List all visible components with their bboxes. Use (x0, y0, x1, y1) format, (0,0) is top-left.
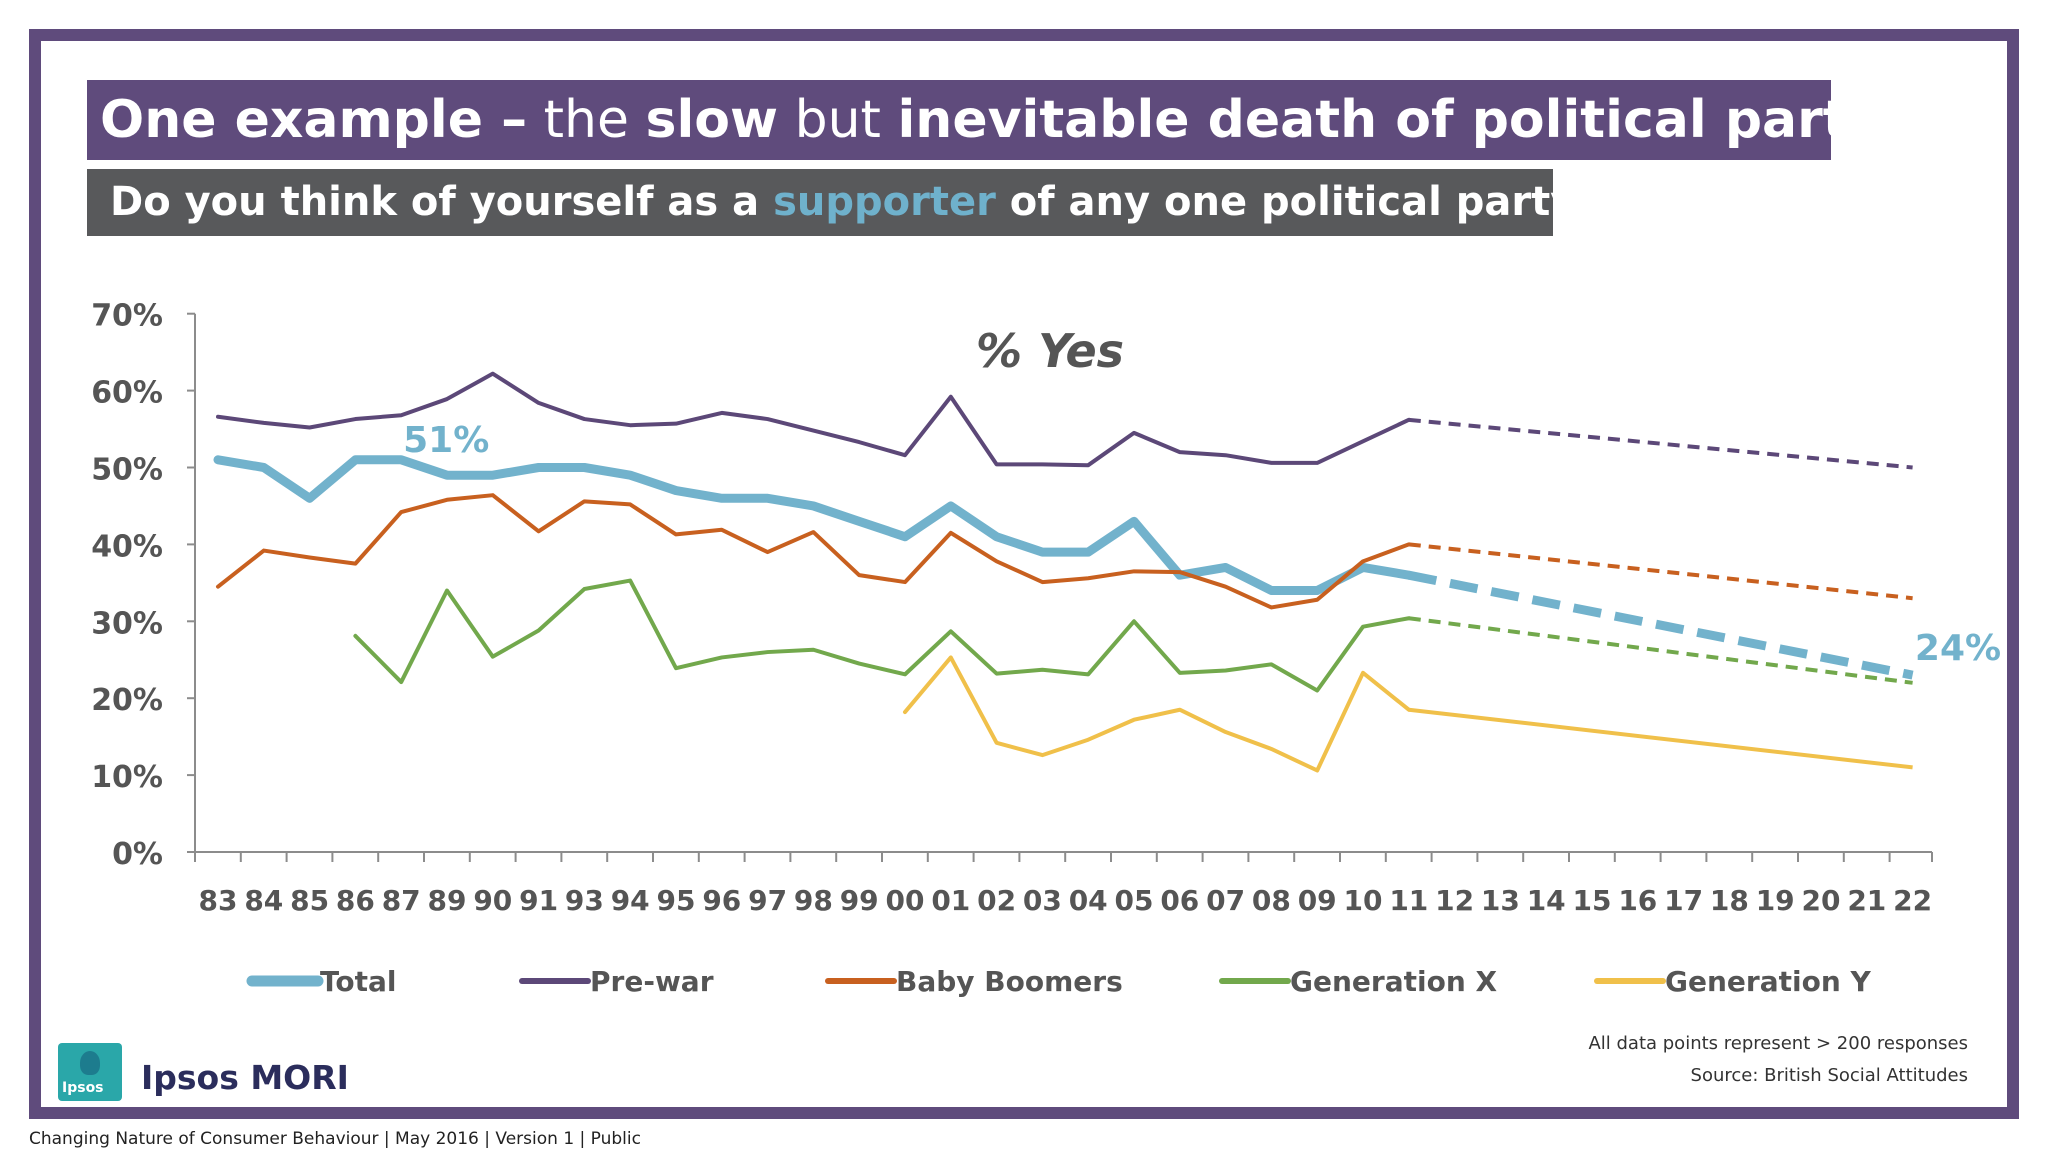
x-tick-label: 84 (244, 884, 283, 917)
projection-line-total (1407, 570, 1914, 680)
y-tick-label: 50% (91, 453, 163, 488)
x-tick-label: 06 (1160, 884, 1199, 917)
y-tick-label: 70% (91, 299, 163, 334)
chart-title: % Yes (976, 324, 1124, 378)
x-tick-label: 93 (565, 884, 604, 917)
subtitle-part-1: Do you think of yourself as a (110, 179, 774, 225)
x-tick-label: 83 (199, 884, 238, 917)
title-part-4: but (778, 90, 898, 150)
annotation-end-value: 24% (1915, 628, 2001, 669)
x-tick-label: 85 (290, 884, 329, 917)
slide-footer: Changing Nature of Consumer Behaviour | … (29, 1129, 641, 1149)
chart-legend: Total Pre-war Baby Boomers Generation X Gene… (246, 965, 1872, 998)
drop-icon (80, 1051, 100, 1075)
series-line-baby-boomers (216, 493, 1411, 610)
projection-line-pre-war (1408, 417, 1913, 470)
x-tick-label: 05 (1115, 884, 1154, 917)
subtitle-part-2: of any one political party? (995, 179, 1600, 225)
legend-label: Baby Boomers (896, 965, 1123, 998)
x-tick-label: 94 (611, 884, 650, 917)
x-tick-label: 03 (1023, 884, 1062, 917)
series-line-pre-war (216, 371, 1411, 468)
projection-line-generation-x (1408, 616, 1913, 685)
slide-subtitle: Do you think of yourself as a supporter … (87, 169, 1599, 236)
x-tick-label: 19 (1756, 884, 1795, 917)
x-tick-label: 91 (519, 884, 558, 917)
y-tick-label: 30% (91, 606, 163, 641)
x-tick-label: 97 (748, 884, 787, 917)
x-tick-label: 00 (886, 884, 925, 917)
subtitle-highlight: supporter (773, 179, 996, 225)
chart-axes: 0%10%20%30%40%50%60%70%83 84 85 86 87 89 90 91 9… (91, 299, 1933, 917)
series-line-total (213, 455, 1414, 596)
y-tick-label: 20% (91, 683, 163, 718)
x-tick-label: 14 (1527, 884, 1566, 917)
x-tick-label: 18 (1710, 884, 1749, 917)
x-tick-label: 98 (794, 884, 833, 917)
x-tick-label: 10 (1344, 884, 1383, 917)
projection-line-baby-boomers (1408, 542, 1913, 601)
legend-label: Generation X (1290, 965, 1498, 998)
x-tick-label: 08 (1252, 884, 1291, 917)
x-tick-label: 95 (657, 884, 696, 917)
x-tick-label: 99 (840, 884, 879, 917)
annotation-start-value: 51% (403, 420, 489, 461)
x-tick-label: 01 (931, 884, 970, 917)
x-tick-label: 86 (336, 884, 375, 917)
x-tick-label: 16 (1618, 884, 1657, 917)
x-tick-label: 21 (1847, 884, 1886, 917)
x-tick-label: 12 (1435, 884, 1474, 917)
x-tick-label: 07 (1206, 884, 1245, 917)
x-tick-label: 04 (1069, 884, 1108, 917)
x-tick-label: 96 (702, 884, 741, 917)
series-line-generation-x (353, 578, 1411, 693)
x-tick-label: 15 (1573, 884, 1612, 917)
x-tick-label: 13 (1481, 884, 1520, 917)
x-tick-label: 17 (1664, 884, 1703, 917)
y-tick-label: 10% (91, 760, 163, 795)
x-tick-label: 11 (1389, 884, 1428, 917)
x-tick-label: 09 (1298, 884, 1337, 917)
legend-label: Generation Y (1665, 965, 1872, 998)
title-part-1: One example – (100, 90, 528, 150)
x-tick-label: 02 (977, 884, 1016, 917)
y-tick-label: 60% (91, 376, 163, 411)
logo-name: Ipsos MORI (141, 1058, 349, 1097)
logo-badge-text: Ipsos (62, 1080, 104, 1096)
y-tick-label: 40% (91, 529, 163, 564)
ipsos-logo-icon: Ipsos (58, 1043, 122, 1101)
responses-note: All data points represent > 200 response… (1588, 1033, 1968, 1054)
slide-title: One example – the slow but inevitable de… (87, 80, 1962, 160)
x-tick-label: 87 (382, 884, 421, 917)
chart-lines (213, 371, 1914, 773)
x-tick-label: 20 (1802, 884, 1841, 917)
projection-line-generation-y (1408, 707, 1913, 770)
legend-label: Total (320, 965, 397, 998)
title-part-5: inevitable death of political parties? (897, 90, 1962, 150)
source-note: Source: British Social Attitudes (1690, 1065, 1968, 1086)
series-line-generation-y (903, 655, 1411, 773)
chart-annotations: 51% 24% (403, 420, 2001, 669)
title-part-3: slow (645, 90, 779, 150)
x-tick-label: 22 (1893, 884, 1932, 917)
legend-label: Pre-war (590, 965, 714, 998)
title-part-2: the (527, 90, 646, 150)
x-tick-label: 89 (428, 884, 467, 917)
y-tick-label: 0% (112, 837, 163, 872)
x-tick-label: 90 (473, 884, 512, 917)
